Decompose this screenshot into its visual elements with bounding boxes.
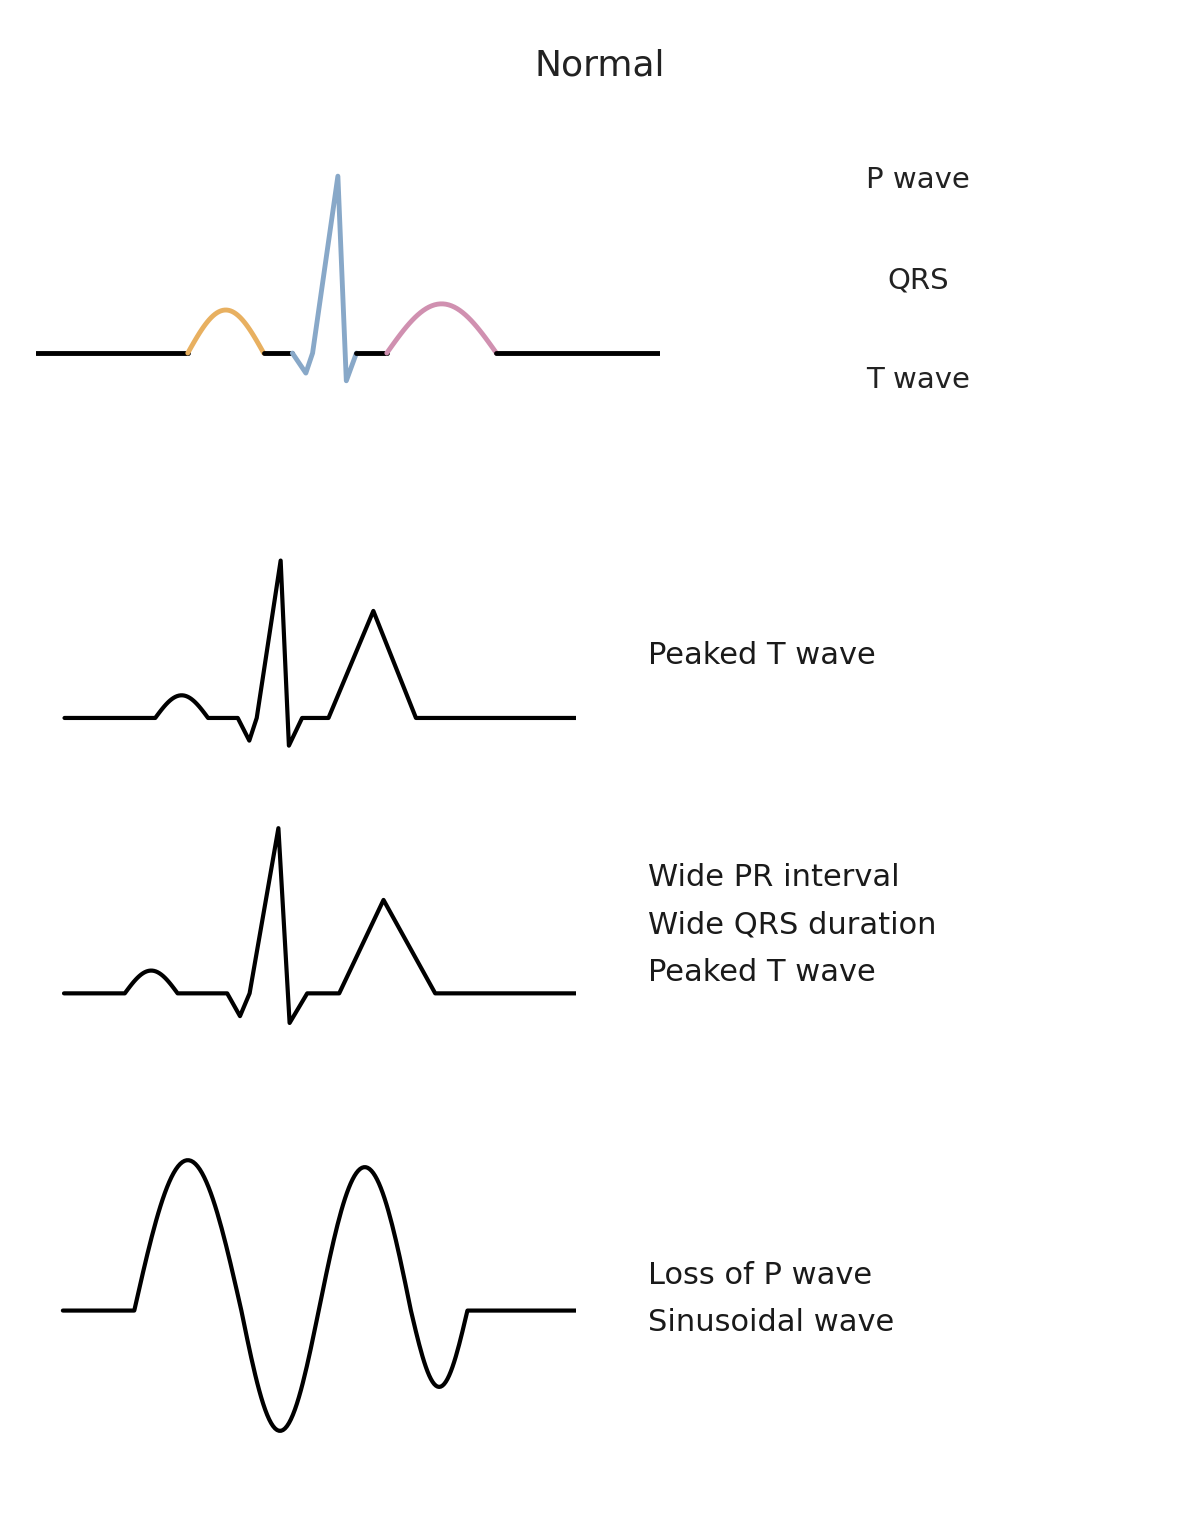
Text: Wide PR interval
Wide QRS duration
Peaked T wave: Wide PR interval Wide QRS duration Peake…: [648, 863, 936, 987]
Text: Normal: Normal: [535, 48, 665, 82]
Text: Peaked T wave: Peaked T wave: [648, 640, 876, 669]
Text: Loss of P wave
Sinusoidal wave: Loss of P wave Sinusoidal wave: [648, 1261, 894, 1337]
Text: P wave: P wave: [866, 166, 970, 194]
Text: QRS: QRS: [887, 266, 949, 294]
Text: Increasing severity of hyperkalemia: Increasing severity of hyperkalemia: [300, 458, 900, 492]
Text: T wave: T wave: [866, 366, 970, 394]
